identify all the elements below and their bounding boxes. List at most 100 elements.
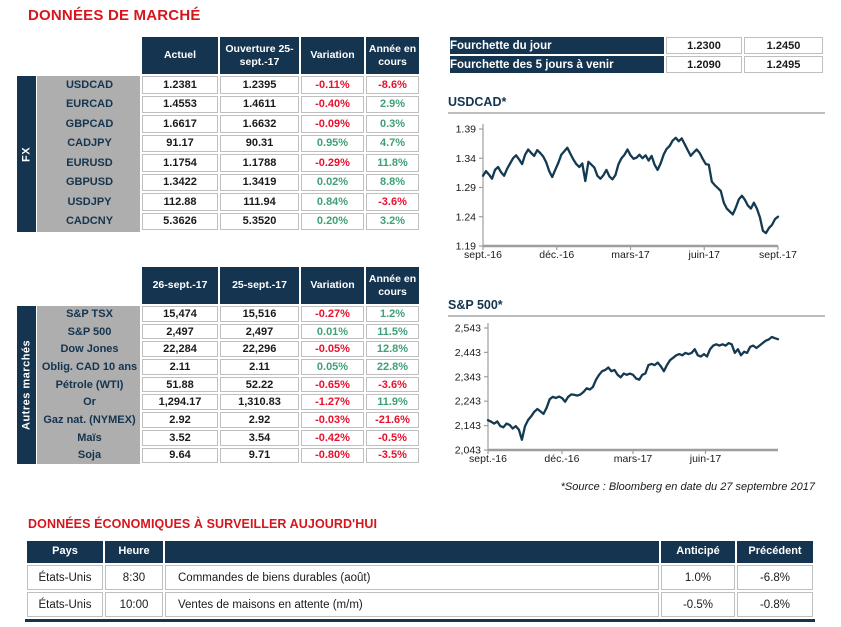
- x-tick-label: déc.-16: [544, 453, 579, 465]
- variation-value: -0.42%: [301, 429, 364, 446]
- variation-value: -0.03%: [301, 412, 364, 428]
- ytd-value: 11.9%: [366, 394, 419, 411]
- value-1: 2,497: [142, 323, 218, 340]
- source-note: *Source : Bloomberg en date du 27 septem…: [560, 481, 815, 493]
- econ-header-expected: Anticipé: [661, 541, 735, 563]
- fourchette-5day-high: 1.2495: [744, 56, 823, 73]
- row-label: Gaz nat. (NYMEX): [39, 412, 140, 428]
- y-tick-label: 1.34: [456, 153, 477, 165]
- variation-value: -1.27%: [301, 394, 364, 411]
- ytd-value: 4.7%: [366, 134, 419, 152]
- table-row: CADCNY 5.3626 5.3520 0.20% 3.2%: [39, 212, 419, 230]
- row-label: EURCAD: [39, 95, 140, 113]
- value-2: 2.92: [220, 412, 299, 428]
- econ-header-event: [165, 541, 659, 563]
- y-tick-label: 1.24: [456, 211, 477, 223]
- value-1: 51.88: [142, 376, 218, 393]
- table-row: Fourchette des 5 jours à venir 1.2090 1.…: [450, 56, 823, 73]
- variation-value: 0.84%: [301, 193, 364, 211]
- table-row: EURCAD 1.4553 1.4611 -0.40% 2.9%: [39, 95, 419, 113]
- econ-table: Pays Heure Anticipé Précédent États-Unis…: [25, 539, 815, 619]
- ytd-value: 11.8%: [366, 154, 419, 172]
- value-1: 15,474: [142, 306, 218, 322]
- value-2: 1.3419: [220, 173, 299, 191]
- value-1: 1.1754: [142, 154, 218, 172]
- econ-event: Commandes de biens durables (août): [165, 565, 659, 590]
- y-tick-label: 2,043: [455, 445, 481, 457]
- value-1: 9.64: [142, 447, 218, 464]
- y-tick-label: 2,143: [455, 420, 481, 432]
- econ-time: 10:00: [105, 592, 163, 617]
- fourchette-day-label: Fourchette du jour: [450, 37, 664, 54]
- variation-value: -0.80%: [301, 447, 364, 464]
- value-2: 1,310.83: [220, 394, 299, 411]
- row-label: Oblig. CAD 10 ans: [39, 359, 140, 375]
- econ-expected: -0.5%: [661, 592, 735, 617]
- usdcad-chart-title: USDCAD*: [448, 95, 507, 109]
- x-tick-label: mars-17: [614, 453, 653, 465]
- ytd-value: 3.2%: [366, 212, 419, 230]
- econ-data-title: DONNÉES ÉCONOMIQUES À SURVEILLER AUJOURD…: [28, 517, 378, 531]
- row-label: EURUSD: [39, 154, 140, 172]
- row-label: Pétrole (WTI): [39, 376, 140, 393]
- ytd-value: 8.8%: [366, 173, 419, 191]
- table-row: États-Unis 8:30 Commandes de biens durable…: [27, 565, 813, 590]
- row-label: Or: [39, 394, 140, 411]
- variation-value: -0.09%: [301, 115, 364, 133]
- x-tick-label: déc.-16: [539, 249, 574, 261]
- econ-country: États-Unis: [27, 565, 103, 590]
- value-2: 1.2395: [220, 76, 299, 94]
- ytd-value: 12.8%: [366, 341, 419, 358]
- x-tick-label: sept.-17: [759, 249, 797, 261]
- value-2: 90.31: [220, 134, 299, 152]
- econ-time: 8:30: [105, 565, 163, 590]
- x-tick-label: juin-17: [687, 249, 720, 261]
- table-row: USDCAD 1.2381 1.2395 -0.11% -8.6%: [39, 76, 419, 94]
- fourchette-table: Fourchette du jour 1.2300 1.2450 Fourche…: [448, 35, 825, 75]
- value-2: 1.1788: [220, 154, 299, 172]
- row-label: S&P 500: [39, 323, 140, 340]
- other-markets-header-variation: Variation: [301, 267, 364, 304]
- row-label: USDJPY: [39, 193, 140, 211]
- fourchette-5day-label: Fourchette des 5 jours à venir: [450, 56, 664, 73]
- x-tick-label: mars-17: [611, 249, 650, 261]
- value-1: 1.4553: [142, 95, 218, 113]
- value-1: 3.52: [142, 429, 218, 446]
- value-1: 2.92: [142, 412, 218, 428]
- table-row: États-Unis 10:00 Ventes de maisons en atte…: [27, 592, 813, 617]
- fx-table: FX Actuel Ouverture 25-sept.-17 Variatio…: [17, 35, 421, 232]
- table-row: S&P TSX 15,474 15,516 -0.27% 1.2%: [39, 306, 419, 322]
- value-1: 1.3422: [142, 173, 218, 191]
- value-2: 1.4611: [220, 95, 299, 113]
- fourchette-5day-low: 1.2090: [666, 56, 742, 73]
- table-row: Oblig. CAD 10 ans 2.11 2.11 0.05% 22.8%: [39, 359, 419, 375]
- fx-header-spacer: [39, 37, 140, 74]
- variation-value: 0.05%: [301, 359, 364, 375]
- value-1: 2.11: [142, 359, 218, 375]
- y-tick-label: 2,543: [455, 323, 481, 335]
- sp500-chart-title: S&P 500*: [448, 298, 503, 312]
- ytd-value: 0.3%: [366, 115, 419, 133]
- y-tick-label: 2,243: [455, 396, 481, 408]
- chart-title-rule: [448, 112, 825, 114]
- fx-sidebar-label: FX: [17, 76, 36, 232]
- variation-value: -0.29%: [301, 154, 364, 172]
- y-tick-label: 1.19: [456, 241, 477, 253]
- other-markets-table: Autres marchés 26-sept.-17 25-sept.-17 V…: [17, 265, 421, 465]
- table-row: Gaz nat. (NYMEX) 2.92 2.92 -0.03% -21.6%: [39, 412, 419, 428]
- table-row: Or 1,294.17 1,310.83 -1.27% 11.9%: [39, 394, 419, 411]
- table-row: GBPUSD 1.3422 1.3419 0.02% 8.8%: [39, 173, 419, 191]
- fx-header-open: Ouverture 25-sept.-17: [220, 37, 299, 74]
- fourchette-day-high: 1.2450: [744, 37, 823, 54]
- econ-previous: -0.8%: [737, 592, 813, 617]
- econ-event: Ventes de maisons en attente (m/m): [165, 592, 659, 617]
- fx-header-row: Actuel Ouverture 25-sept.-17 Variation A…: [39, 37, 419, 74]
- variation-value: -0.27%: [301, 306, 364, 322]
- value-1: 1.2381: [142, 76, 218, 94]
- variation-value: 0.20%: [301, 212, 364, 230]
- variation-value: -0.05%: [301, 341, 364, 358]
- table-row: Pétrole (WTI) 51.88 52.22 -0.65% -3.6%: [39, 376, 419, 393]
- other-markets-sidebar-label: Autres marchés: [17, 306, 36, 464]
